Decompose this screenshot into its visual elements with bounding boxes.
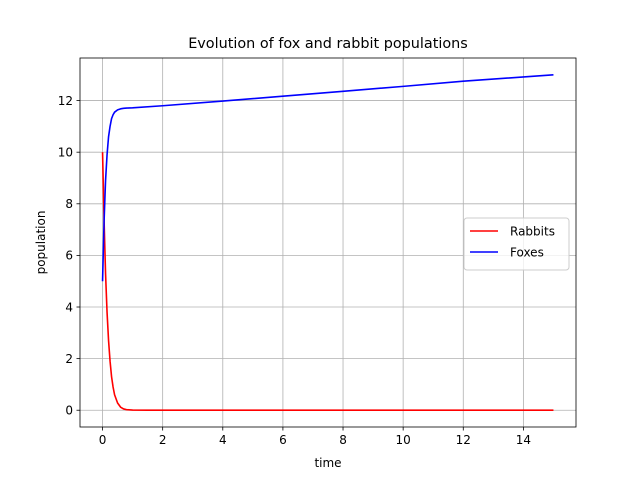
y-tick-label: 2 <box>65 352 73 366</box>
y-tick-label: 10 <box>58 145 73 159</box>
x-tick-label: 2 <box>159 433 167 447</box>
y-tick-label: 4 <box>65 300 73 314</box>
y-tick-label: 6 <box>65 249 73 263</box>
legend-label: Rabbits <box>510 224 555 238</box>
x-tick-label: 8 <box>339 433 347 447</box>
series-lines <box>101 73 554 412</box>
y-tick-label: 0 <box>65 404 73 418</box>
x-tick-label: 12 <box>456 433 471 447</box>
chart-title: Evolution of fox and rabbit populations <box>188 36 468 52</box>
x-tick-label: 14 <box>516 433 531 447</box>
y-tick-label: 8 <box>65 197 73 211</box>
x-tick-label: 4 <box>219 433 227 447</box>
axes-frame <box>79 57 577 428</box>
series-line-foxes <box>101 73 554 282</box>
y-axis-label: population <box>34 211 48 275</box>
x-axis-label: time <box>314 456 341 470</box>
y-tick-label: 12 <box>58 94 73 108</box>
x-tick-label: 10 <box>396 433 411 447</box>
series-line-rabbits <box>101 152 554 412</box>
x-tick-label: 6 <box>279 433 287 447</box>
axis-ticks: 0 2 4 6 8 10 12 14 0 2 4 6 8 10 12 <box>58 94 531 447</box>
legend-label: Foxes <box>510 245 544 259</box>
legend: Rabbits Foxes <box>463 217 570 271</box>
x-tick-label: 0 <box>99 433 107 447</box>
